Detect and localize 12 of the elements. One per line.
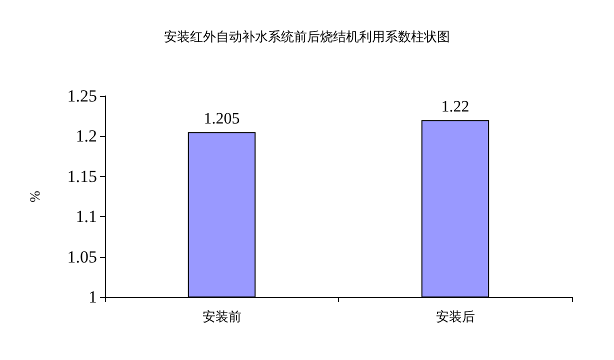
x-tick-label: 安装后 [436,309,475,325]
x-tick-label: 安装前 [202,309,242,325]
y-tick-label: 1.1 [76,207,97,226]
y-tick-label: 1.15 [67,166,97,186]
y-tick-label: 1 [88,288,97,306]
y-tick-label: 1.05 [67,247,97,266]
y-tick-label: 1.25 [67,86,97,106]
data-label: 1.205 [204,110,240,128]
data-label: 1.22 [441,98,470,116]
y-tick-label: 1.2 [76,126,97,146]
y-axis-title: % [28,190,44,202]
chart-title: 安装红外自动补水系统前后烧结机利用系数柱状图 [164,29,450,45]
